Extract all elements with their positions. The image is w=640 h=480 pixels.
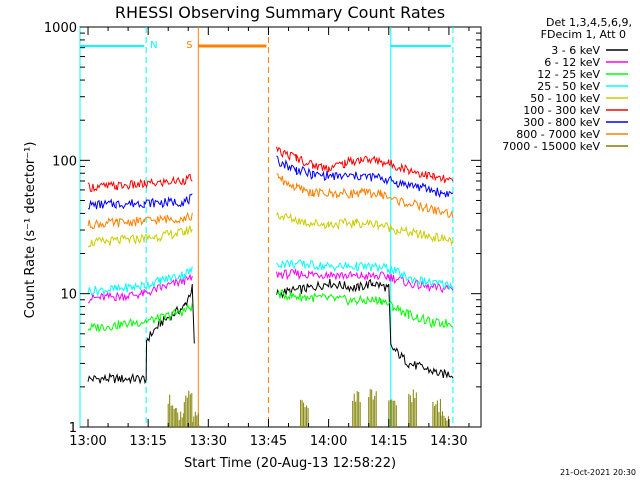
y-tick-label-0: 1 — [69, 421, 77, 436]
annotation-1-label: S — [186, 40, 192, 51]
legend-label-1: 6 - 12 keV — [544, 56, 600, 69]
legend: Det 1,3,4,5,6,9, FDecim 1, Att 0 3 - 6 k… — [502, 16, 632, 153]
generation-timestamp: 21-Oct-2021 20:30 — [560, 468, 636, 477]
series-line-1 — [87, 268, 454, 304]
axis-layer: 13:00 13:15 13:30 13:45 14:00 14:15 14:30 1 10 10… — [44, 21, 481, 449]
x-tick-label-1: 13:15 — [129, 434, 166, 449]
x-tick-label-4: 14:00 — [310, 434, 347, 449]
legend-label-2: 12 - 25 keV — [537, 68, 600, 81]
series-line-0 — [87, 278, 454, 385]
series-line-2 — [87, 289, 453, 333]
legend-label-5: 100 - 300 keV — [523, 104, 600, 117]
x-tick-label-0: 13:00 — [69, 434, 106, 449]
y-axis-label: Count Rate (s⁻¹ detector⁻¹) — [23, 142, 38, 319]
series-line-3 — [87, 259, 454, 297]
x-axis-label: Start Time (20-Aug-13 12:58:22) — [184, 456, 396, 471]
x-tick-label-3: 13:45 — [250, 434, 287, 449]
y-tick-label-1: 10 — [60, 288, 77, 303]
x-tick-label-5: 14:15 — [370, 434, 407, 449]
x-tick-label-6: 14:30 — [430, 434, 467, 449]
series-line-7 — [87, 173, 454, 230]
series-line-5 — [87, 146, 454, 193]
legend-label-4: 50 - 100 keV — [530, 92, 600, 105]
legend-header-line-2: FDecim 1, Att 0 — [541, 28, 626, 41]
series-layer — [87, 146, 454, 427]
legend-label-7: 800 - 7000 keV — [516, 128, 600, 141]
plot-frame — [79, 26, 482, 428]
legend-label-0: 3 - 6 keV — [551, 44, 600, 57]
y-tick-label-2: 100 — [52, 154, 77, 169]
legend-label-3: 25 - 50 keV — [537, 80, 600, 93]
series-line-6 — [87, 155, 454, 210]
chart-title: RHESSI Observing Summary Count Rates — [115, 3, 445, 22]
legend-label-6: 300 - 800 keV — [523, 116, 600, 129]
x-tick-label-2: 13:30 — [190, 434, 227, 449]
series-line-4 — [87, 211, 454, 248]
annotation-0-label: N — [150, 40, 157, 51]
legend-header-line-1: Det 1,3,4,5,6,9, — [546, 16, 632, 29]
legend-label-8: 7000 - 15000 keV — [502, 140, 600, 153]
series-line-8 — [167, 389, 449, 427]
y-tick-label-3: 1000 — [44, 21, 77, 36]
